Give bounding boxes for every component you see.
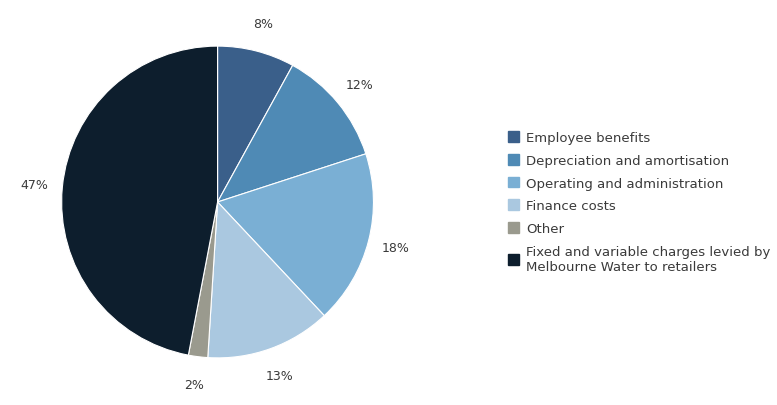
- Wedge shape: [61, 47, 218, 355]
- Wedge shape: [218, 47, 293, 202]
- Legend: Employee benefits, Depreciation and amortisation, Operating and administration, : Employee benefits, Depreciation and amor…: [507, 131, 771, 274]
- Text: 18%: 18%: [382, 242, 409, 255]
- Text: 47%: 47%: [20, 179, 48, 192]
- Text: 13%: 13%: [266, 369, 294, 382]
- Wedge shape: [218, 154, 374, 316]
- Text: 12%: 12%: [346, 79, 373, 92]
- Text: 8%: 8%: [253, 18, 274, 31]
- Text: 2%: 2%: [185, 378, 204, 391]
- Wedge shape: [218, 66, 366, 202]
- Wedge shape: [188, 202, 218, 358]
- Wedge shape: [207, 202, 324, 358]
